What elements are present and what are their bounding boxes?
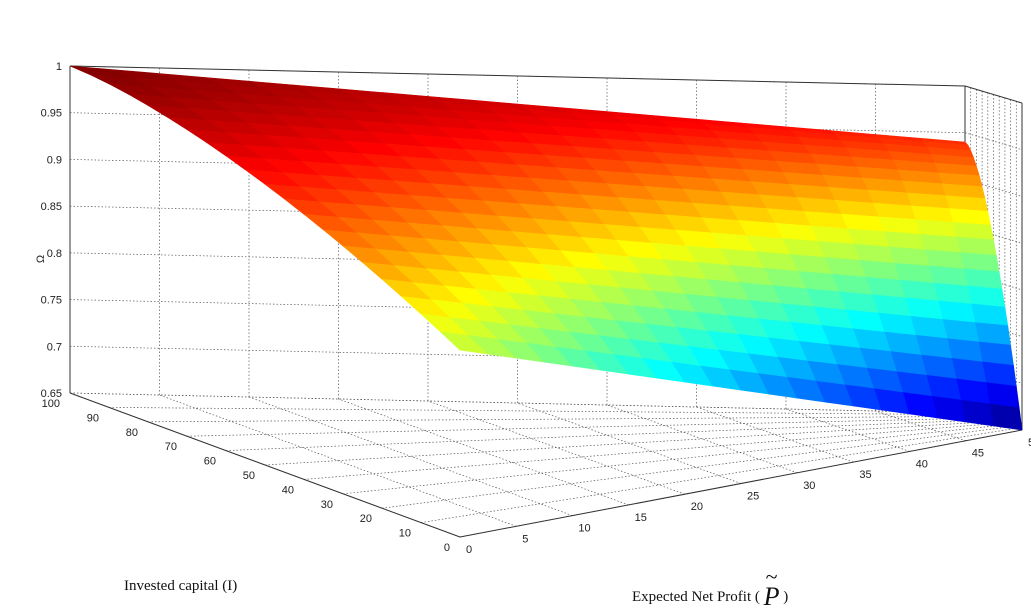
z-tick-label: 0.75	[41, 295, 62, 307]
x-tick-label: 60	[204, 456, 216, 468]
z-tick-label: 0.95	[41, 108, 62, 120]
grid-line	[427, 400, 685, 495]
y-axis-label-prefix: Expected Net Profit (	[632, 589, 760, 605]
y-tick-label: 0	[466, 544, 472, 556]
grid-line	[186, 417, 983, 437]
y-axis-label: Expected Net Profit ( ~ P )	[632, 564, 789, 611]
grid-line	[964, 132, 1023, 151]
x-tick-label: 80	[126, 427, 138, 439]
x-tick-label: 0	[444, 542, 450, 554]
y-tick-label: 10	[578, 523, 590, 535]
grid-line	[964, 179, 1023, 197]
y-tick-label: 50	[1028, 437, 1031, 449]
z-tick-label: 0.8	[47, 248, 62, 260]
grid-line	[225, 419, 988, 451]
x-tick-label: 40	[282, 484, 294, 496]
y-axis-label-suffix: )	[783, 589, 789, 605]
grid-line	[964, 225, 1023, 244]
y-tick-label: 45	[972, 448, 984, 460]
x-tick-label: 100	[42, 398, 60, 410]
grid-line	[264, 421, 994, 466]
y-tick-label: 25	[747, 491, 759, 503]
x-tick-label: 90	[87, 412, 99, 424]
surface-patch	[975, 322, 1011, 346]
tick-labels: 0.650.70.750.80.850.90.95101020304050607…	[41, 61, 1031, 556]
grid-line	[69, 392, 966, 414]
surface-patch	[960, 399, 995, 427]
z-tick-label: 0.85	[41, 201, 62, 213]
grid-line	[696, 406, 854, 463]
x-axis-label: Invested capital (I)	[124, 578, 238, 594]
y-tick-label: 15	[635, 512, 647, 524]
surface-mesh	[69, 65, 1023, 431]
z-tick-label: 1	[56, 61, 62, 73]
y-tick-label: 35	[859, 469, 871, 481]
x-tick-label: 50	[243, 470, 255, 482]
grid-line	[159, 394, 517, 527]
grid-line	[785, 408, 910, 452]
tilde-mark: ~	[765, 564, 778, 589]
x-tick-label: 30	[321, 499, 333, 511]
grid-line	[606, 404, 798, 474]
y-tick-label: 5	[522, 533, 528, 545]
x-tick-label: 70	[165, 441, 177, 453]
z-tick-label: 0.9	[47, 154, 62, 166]
axis-line	[69, 65, 966, 87]
grid-line	[338, 398, 629, 506]
y-axis-label-symbol: P	[763, 582, 780, 611]
x-tick-label: 20	[360, 513, 372, 525]
grid-line	[303, 422, 1000, 480]
grid-line	[248, 396, 573, 516]
y-tick-label: 20	[691, 501, 703, 513]
x-tick-label: 10	[399, 528, 411, 540]
grid-line	[517, 402, 742, 484]
grid-line	[420, 427, 1017, 523]
surface-patch	[989, 403, 1023, 431]
grid-line	[964, 272, 1023, 291]
y-tick-label: 30	[803, 480, 815, 492]
z-axis-label: Ω	[35, 255, 47, 263]
grid-line	[381, 426, 1011, 509]
axis-line	[964, 85, 1023, 104]
axis-line	[69, 392, 461, 538]
z-tick-label: 0.65	[41, 388, 62, 400]
z-tick-label: 0.7	[47, 341, 62, 353]
grid-line	[964, 319, 1023, 337]
y-tick-label: 40	[916, 458, 928, 470]
axis-line	[459, 429, 1023, 538]
